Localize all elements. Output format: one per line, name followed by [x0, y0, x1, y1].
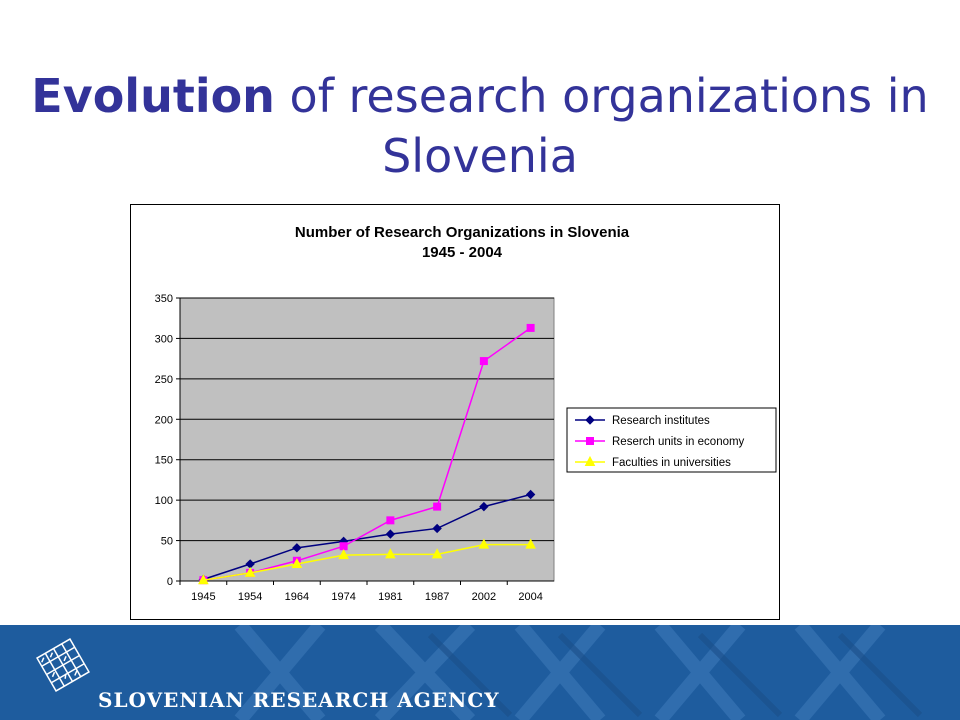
data-point — [385, 548, 396, 559]
legend-marker — [584, 455, 596, 466]
y-tick-label: 50 — [161, 536, 173, 548]
y-tick-label: 150 — [155, 455, 173, 467]
chart-subtitle: 1945 - 2004 — [422, 244, 503, 261]
data-point — [339, 542, 348, 551]
data-point — [479, 357, 488, 366]
data-point — [385, 529, 396, 539]
x-tick-label: 1987 — [425, 591, 449, 603]
data-point — [338, 549, 349, 560]
data-point — [525, 538, 536, 549]
legend-marker — [585, 415, 595, 425]
plot-area: 0 50 100 150 200 250 300 350 1945 1954 1964 1974 198… — [155, 293, 555, 603]
x-tick-label: 1954 — [238, 591, 262, 603]
x-tick-label: 1964 — [285, 591, 309, 603]
y-tick-label: 350 — [155, 293, 173, 305]
legend: Research institutes Reserch units in econ… — [566, 407, 777, 473]
data-point — [478, 538, 490, 549]
data-point — [386, 516, 395, 525]
data-point — [198, 574, 209, 585]
title-rest: of research organizations in Slovenia — [274, 69, 929, 183]
title-bold: Evolution — [31, 69, 275, 123]
data-point — [525, 489, 536, 500]
chart-title: Number of Research Organizations in Slov… — [295, 224, 630, 241]
data-point — [292, 543, 302, 553]
footer-banner — [0, 625, 960, 720]
x-tick-label: 2002 — [472, 591, 496, 603]
x-tick-label: 2004 — [518, 591, 542, 603]
chart: Number of Research Organizations in Slov… — [155, 224, 777, 603]
legend-marker — [586, 437, 594, 445]
slide-title: Evolution of research organizations in S… — [0, 66, 960, 186]
legend-label: Research institutes — [612, 415, 710, 427]
chart-frame: Number of Research Organizations in Slov… — [130, 204, 780, 620]
x-tick-label: 1981 — [378, 591, 402, 603]
y-tick-label: 200 — [155, 414, 173, 426]
plot-background — [179, 297, 555, 582]
agency-logo-icon — [36, 638, 90, 692]
agency-name: SLOVENIAN RESEARCH AGENCY — [98, 688, 500, 712]
data-point — [431, 548, 443, 559]
legend-label: Faculties in universities — [612, 457, 731, 469]
data-point — [479, 501, 489, 512]
series-line-1 — [203, 493, 531, 581]
data-point — [291, 557, 303, 569]
data-point — [432, 523, 442, 534]
legend-label: Reserch units in economy — [612, 436, 745, 448]
series-line-3 — [203, 543, 531, 581]
data-point — [433, 502, 442, 511]
x-tick-label: 1945 — [191, 591, 215, 603]
x-tick-label: 1974 — [331, 591, 355, 603]
y-tick-label: 0 — [167, 576, 173, 588]
y-tick-label: 250 — [155, 374, 173, 386]
y-tick-label: 300 — [155, 333, 173, 345]
footer-pattern — [234, 625, 923, 720]
data-point — [244, 566, 256, 577]
data-point — [526, 323, 535, 332]
y-tick-label: 100 — [155, 495, 173, 507]
